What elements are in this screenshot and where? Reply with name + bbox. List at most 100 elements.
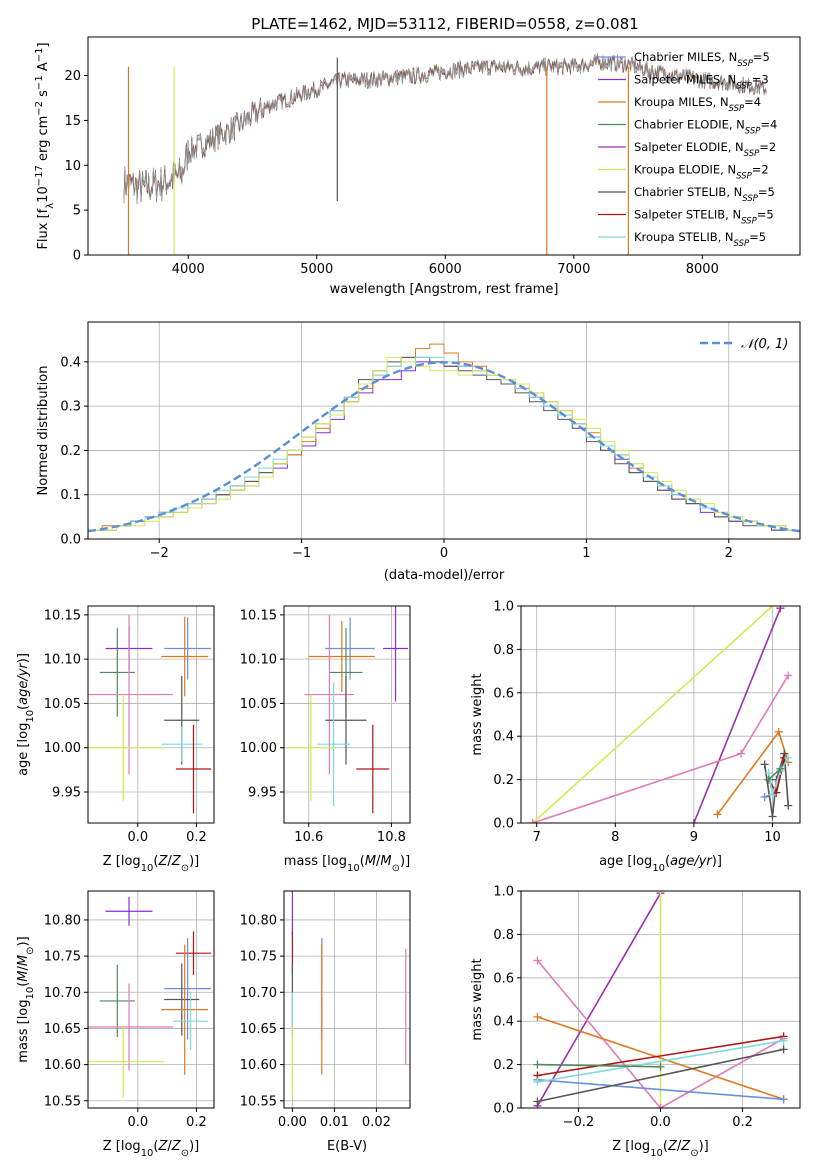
y-tick-label: 10.75: [240, 950, 277, 965]
age-vs-Z-x-label-part: 10: [141, 863, 154, 874]
y-tick-label: 10.60: [240, 1058, 277, 1073]
massweight-series-line: [693, 607, 782, 823]
massweight-point-marker: [656, 1062, 665, 1071]
y-tick-label: 5: [73, 204, 81, 219]
mass-vs-Z-y-label-part: M: [16, 955, 31, 966]
age-vs-Z-y-label-part: (: [16, 705, 31, 710]
y-tick-label: 0.4: [60, 355, 81, 370]
massweight-vs-age-y-label: mass weight: [470, 673, 485, 755]
axes-frame: [87, 36, 801, 256]
massweight-lines: [533, 891, 788, 1108]
axes-frame: [520, 890, 801, 1109]
x-tick-label: 10: [764, 830, 781, 845]
x-tick-label: 0.2: [186, 1115, 207, 1130]
spectrum-y-label-part: −17: [34, 165, 45, 186]
spectrum-y-label-part: Flux [f: [36, 208, 51, 249]
age-vs-mass-x-label-part: M: [365, 854, 376, 869]
mass-vs-ebv-x-label-part: E(B-V): [327, 1139, 367, 1154]
massweight-point-marker: [533, 1077, 542, 1086]
age-vs-Z-x-label-part: ⊙: [181, 863, 189, 874]
y-tick-label: 10.10: [240, 653, 277, 668]
legend-model-name: Chabrier STELIB, N: [634, 185, 742, 199]
mass-vs-Z-x-label-part: Z [log: [103, 1139, 141, 1154]
mass-vs-ebv-panel: 0.00 0.01 0.02 10.55 10.60 10.65 10.70 10.75 10.…: [240, 890, 411, 1154]
y-tick-label: 0.2: [60, 444, 81, 459]
x-tick-label: 0.00: [278, 1115, 307, 1130]
legend-model-name: Kroupa ELODIE, N: [634, 163, 736, 177]
x-tick-label: 4000: [172, 262, 205, 277]
massweight-vs-age-x-label: age [log10(age/yr)]: [599, 854, 722, 874]
mass-vs-Z-panel: 0.0 0.2 10.55 10.60 10.65 10.70 10.75 10.80 Z [l…: [16, 890, 215, 1159]
legend-model-name: Salpeter MILES, N: [634, 73, 736, 87]
x-tick-label: −0.2: [563, 1115, 595, 1130]
x-tick-label: 0.02: [362, 1115, 391, 1130]
age-vs-mass-x-label-part: (: [360, 854, 365, 869]
legend-subscript: SSP: [742, 194, 758, 204]
hist-legend-label: 𝒩(0, 1): [741, 337, 788, 352]
x-tick-label: 10.6: [294, 830, 323, 845]
age-vs-Z-y-label: age [log10(age/yr)]: [16, 653, 36, 776]
axes-frame: [87, 605, 215, 824]
y-tick-label: 9.95: [52, 786, 81, 801]
x-tick-label: 6000: [429, 262, 462, 277]
histogram-steps: [88, 343, 800, 533]
legend-entry-label: Salpeter ELODIE, NSSP=2: [634, 140, 776, 159]
y-tick-label: 0.0: [60, 533, 81, 548]
y-tick-label: 0.8: [493, 928, 514, 943]
y-tick-label: 0.8: [493, 643, 514, 658]
errorbar-point: [88, 694, 165, 801]
spectrum-y-label-part: A: [36, 62, 51, 75]
errorbar-points: [291, 891, 407, 1098]
legend-subscript: SSP: [736, 82, 752, 92]
legend-nssp: =5: [753, 50, 770, 64]
age-vs-mass-panel: 10.6 10.8 9.95 10.00 10.05 10.10 10.15 mass [lo…: [240, 605, 411, 874]
spectrum-x-label: wavelength [Angstrom, rest frame]: [330, 282, 559, 297]
massweight-point-marker: [784, 753, 793, 762]
errorbar-point: [286, 694, 336, 801]
errorbar-point: [175, 724, 212, 814]
massweight-series-line: [768, 768, 781, 781]
age-vs-Z-y-label-part: age/yr: [16, 662, 31, 705]
x-tick-label: 8: [611, 830, 619, 845]
x-tick-label: 7000: [557, 262, 590, 277]
y-tick-label: 10.65: [44, 1022, 81, 1037]
mass-vs-Z-x-label-part: ⊙: [181, 1148, 189, 1159]
massweight-point-marker: [784, 671, 793, 680]
x-tick-label: 0.01: [320, 1115, 349, 1130]
massweight-series-line: [767, 757, 789, 796]
x-tick-label: 0.2: [186, 830, 207, 845]
errorbar-points: [286, 606, 408, 814]
legend-entry-label: Kroupa ELODIE, NSSP=2: [634, 163, 769, 182]
legend-subscript: SSP: [736, 172, 752, 182]
legend-nssp: =2: [752, 163, 769, 177]
massweight-series-line: [536, 892, 662, 1107]
y-tick-label: 10.00: [240, 741, 277, 756]
spectrum-y-label-part: −1: [34, 48, 45, 63]
spectrum-y-label-part: 10: [36, 186, 51, 203]
model-spectrum-line: [123, 53, 767, 203]
legend-entry-label: Chabrier ELODIE, NSSP=4: [634, 118, 777, 137]
age-vs-Z-x-label-part: Z [log: [103, 854, 141, 869]
x-tick-label: 7: [533, 830, 541, 845]
x-tick-label: 1: [582, 546, 590, 561]
x-tick-label: 9: [690, 830, 698, 845]
spectrum-y-label-part: −2: [34, 101, 45, 116]
y-tick-label: 10.15: [240, 608, 277, 623]
legend-model-name: Salpeter STELIB, N: [634, 208, 741, 222]
massweight-point-marker: [760, 760, 769, 769]
y-tick-label: 1.0: [493, 600, 514, 615]
errorbar-points: [88, 896, 212, 1098]
x-tick-label: 0.0: [127, 1115, 148, 1130]
age-vs-Z-y-label-part: 10: [25, 710, 36, 723]
massweight-point-marker: [713, 810, 722, 819]
massweight-lines: [528, 606, 793, 823]
errorbar-point: [164, 938, 212, 1040]
errorbar-point: [325, 675, 367, 765]
legend-nssp: =2: [759, 140, 776, 154]
axes-frame: [520, 605, 801, 824]
massweight-point-marker: [764, 775, 773, 784]
y-tick-label: 10.70: [240, 986, 277, 1001]
age-vs-Z-x-label-part: (: [153, 854, 158, 869]
